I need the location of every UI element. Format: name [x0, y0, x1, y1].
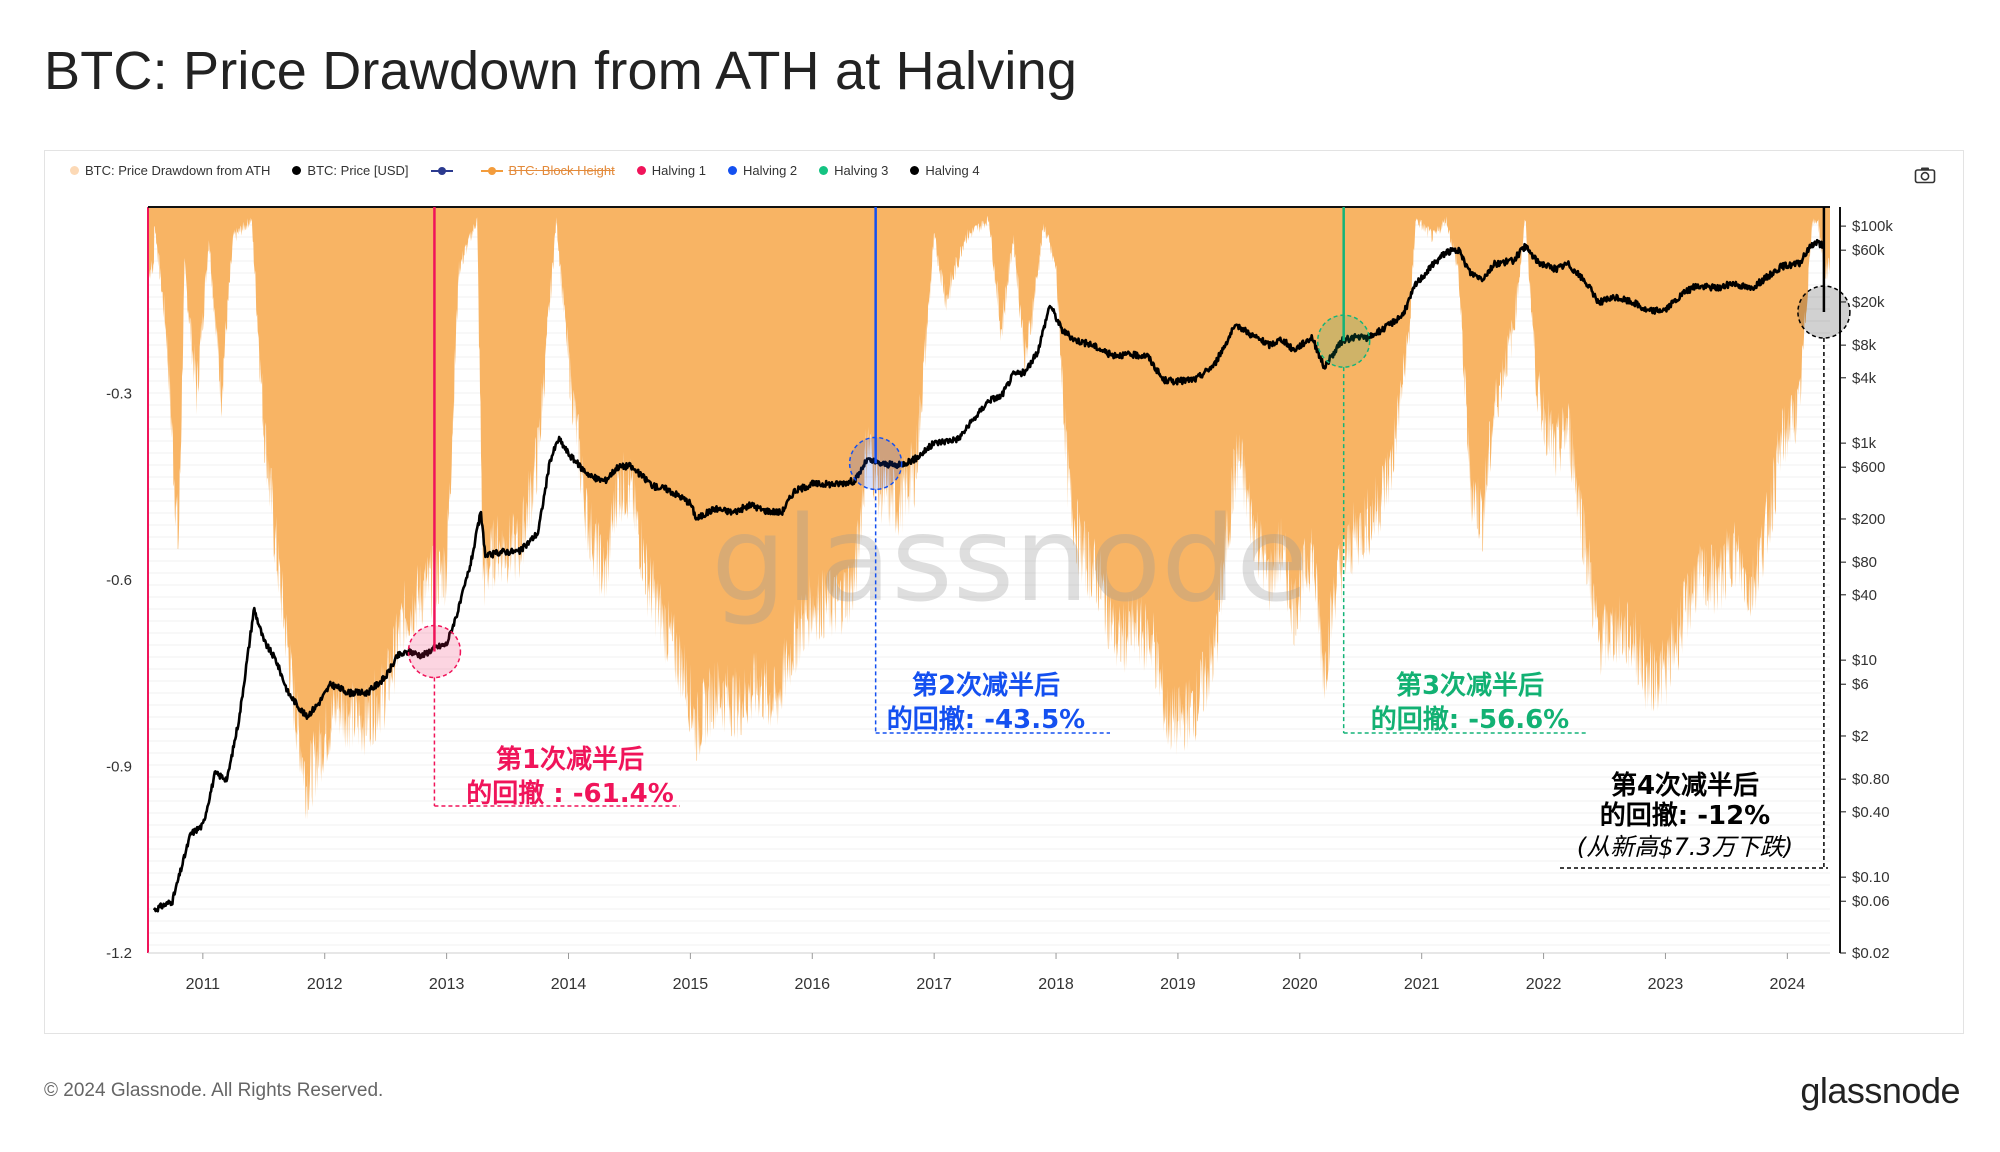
x-axis-tick-label: 2013 [429, 976, 465, 993]
page-title: BTC: Price Drawdown from ATH at Halving [44, 41, 1078, 101]
halving-label-line2: 的回撤: -43.5% [887, 704, 1085, 735]
right-axis-tick-label: $6 [1852, 676, 1869, 693]
drawdown-area [148, 207, 1830, 820]
x-axis-tick-label: 2016 [794, 976, 830, 993]
legend-item-1[interactable]: BTC: Price [USD] [292, 163, 409, 178]
legend-label: Halving 4 [925, 163, 980, 178]
right-axis-tick-label: $80 [1852, 554, 1877, 571]
right-axis-tick-label: $1k [1852, 435, 1877, 452]
halving-label-line3: (从新高$7.3万下跌) [1577, 833, 1793, 861]
right-axis-tick-label: $0.80 [1852, 771, 1890, 788]
legend-swatch [292, 166, 302, 175]
legend-item-4[interactable]: Halving 1 [636, 163, 706, 178]
watermark: glassnode [711, 490, 1308, 628]
legend-swatch [636, 166, 646, 175]
x-axis-tick-label: 2018 [1038, 976, 1074, 993]
footer-copyright: © 2024 Glassnode. All Rights Reserved. [44, 1080, 384, 1101]
halving-marker-3 [1316, 314, 1371, 368]
legend-swatch [480, 166, 503, 175]
halving-label-line1: 第1次减半后 [496, 744, 644, 775]
right-axis-tick-label: $4k [1852, 370, 1877, 387]
x-axis-tick-label: 2017 [916, 976, 952, 993]
halving-marker-2 [848, 436, 903, 491]
x-axis-tick-label: 2011 [186, 976, 221, 993]
x-axis-tick-label: 2024 [1770, 976, 1806, 993]
legend-label: Halving 1 [651, 163, 706, 178]
legend-item-5[interactable]: Halving 2 [727, 163, 798, 178]
right-axis-tick-label: $0.10 [1852, 869, 1890, 886]
x-axis-tick-label: 2022 [1526, 976, 1562, 993]
right-axis-tick-label: $200 [1852, 511, 1885, 528]
legend-swatch [819, 166, 829, 175]
camera-icon[interactable] [1914, 166, 1936, 184]
right-axis-tick-label: $8k [1852, 337, 1877, 354]
right-axis-tick-label: $600 [1852, 459, 1885, 476]
right-axis-tick-label: $0.40 [1852, 804, 1890, 821]
right-axis-tick-label: $100k [1852, 218, 1893, 235]
chart-frame [44, 150, 1964, 1034]
legend-item-0[interactable]: BTC: Price Drawdown from ATH [70, 163, 270, 178]
right-axis-tick-label: $2 [1852, 728, 1869, 745]
footer-logo: glassnode [1800, 1070, 1960, 1111]
left-axis-tick-label: -0.3 [106, 386, 132, 403]
halving-label-line2: 的回撤: -12% [1600, 800, 1770, 831]
legend-label: BTC: Price [USD] [307, 163, 409, 178]
left-axis-tick-label: -0.9 [106, 759, 132, 776]
left-axis-tick-label: -1.2 [106, 945, 132, 962]
halving-label-line2: 的回撤: -56.6% [1371, 704, 1569, 735]
right-axis-tick-label: $0.06 [1852, 893, 1890, 910]
x-axis-tick-label: 2012 [307, 976, 343, 993]
legend-label: BTC: Price Drawdown from ATH [85, 163, 271, 178]
legend-item-3[interactable]: BTC: Block Height [480, 163, 615, 178]
x-axis-tick-label: 2015 [673, 976, 709, 993]
x-axis-tick-label: 2019 [1160, 976, 1196, 993]
halving-label-line2: 的回撤 : -61.4% [466, 778, 674, 809]
halving-label-line1: 第2次减半后 [912, 670, 1060, 701]
legend-label: Halving 3 [834, 163, 889, 178]
legend-swatch [910, 166, 920, 175]
legend-item-7[interactable]: Halving 4 [910, 163, 980, 178]
halving-label-line1: 第4次减半后 [1611, 770, 1759, 801]
right-axis-tick-label: $10 [1852, 652, 1877, 669]
x-axis-tick-label: 2023 [1648, 976, 1684, 993]
halving-marker-1 [407, 624, 462, 679]
right-axis-tick-label: $40 [1852, 587, 1877, 604]
right-axis-tick-label: $20k [1852, 294, 1885, 311]
right-axis-tick-label: $60k [1852, 242, 1885, 259]
chart-legend: BTC: Price Drawdown from ATH BTC: Price [… [70, 163, 980, 178]
halving-label-line1: 第3次减半后 [1396, 670, 1544, 701]
legend-swatch [70, 166, 79, 175]
legend-swatch [430, 166, 453, 175]
price-line [152, 238, 1825, 913]
x-axis-tick-label: 2020 [1282, 976, 1318, 993]
x-axis-tick-label: 2014 [551, 976, 587, 993]
legend-item-2[interactable] [430, 166, 459, 175]
legend-label: BTC: Block Height [508, 163, 615, 178]
x-axis-tick-label: 2021 [1404, 976, 1440, 993]
legend-item-6[interactable]: Halving 3 [819, 163, 888, 178]
legend-label: Halving 2 [742, 163, 798, 178]
legend-swatch [727, 166, 737, 175]
right-axis-tick-label: $0.02 [1852, 945, 1890, 962]
halving-marker-4 [1797, 285, 1851, 339]
left-axis-tick-label: -0.6 [106, 572, 132, 589]
